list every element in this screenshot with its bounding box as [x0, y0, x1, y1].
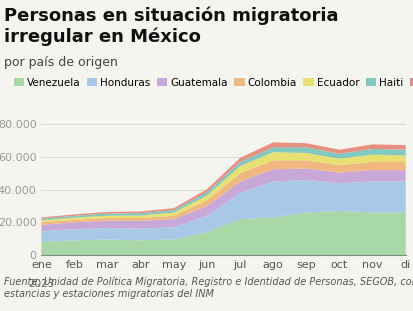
- Text: 2023: 2023: [28, 279, 55, 289]
- Legend: Venezuela, Honduras, Guatemala, Colombia, Ecuador, Haiti, Ch: Venezuela, Honduras, Guatemala, Colombia…: [9, 74, 413, 92]
- Text: por país de origen: por país de origen: [4, 56, 118, 69]
- Text: Personas en situación migratoria irregular en México: Personas en situación migratoria irregul…: [4, 6, 338, 46]
- Text: Fuente: Unidad de Política Migratoria, Registro e Identidad de Personas, SEGOB, : Fuente: Unidad de Política Migratoria, R…: [4, 276, 413, 299]
